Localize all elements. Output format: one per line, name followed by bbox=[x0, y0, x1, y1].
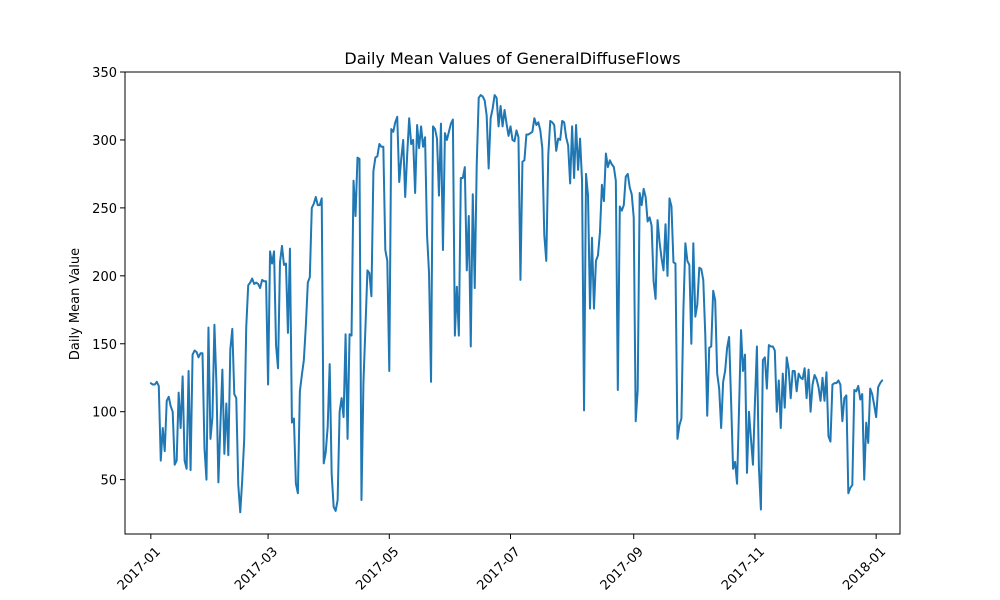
y-tick-label: 300 bbox=[92, 134, 117, 149]
y-tick-label: 100 bbox=[92, 406, 117, 421]
y-tick-label: 250 bbox=[92, 202, 117, 217]
y-axis-label: Daily Mean Value bbox=[68, 248, 83, 360]
y-tick-label: 350 bbox=[92, 66, 117, 81]
series-line bbox=[149, 94, 884, 514]
chart-title: Daily Mean Values of GeneralDiffuseFlows bbox=[344, 49, 680, 68]
y-tick-label: 50 bbox=[100, 474, 117, 489]
y-tick-label: 150 bbox=[92, 338, 117, 353]
y-tick-label: 200 bbox=[92, 270, 117, 285]
y-axis-ticks: 50 100 150 200 250 300 350 bbox=[92, 66, 125, 489]
plot-area-frame bbox=[124, 71, 901, 535]
